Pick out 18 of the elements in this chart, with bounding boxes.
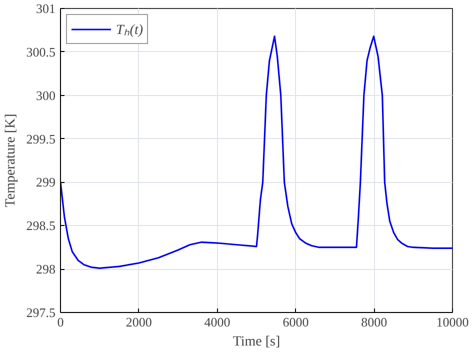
y-axis-title: Temperature [K] [3,114,18,208]
line-series [60,35,452,270]
y-tick-label: 300 [36,88,56,103]
y-tick-label: 298.5 [26,218,56,234]
y-tick-label: 299.5 [26,131,56,146]
x-tick-label: 2000 [126,314,152,330]
legend-label: Tₕ(t) [116,22,143,39]
y-tick-label: 299 [36,174,56,190]
x-tick-label: 8000 [361,314,388,330]
y-tick-label: 297.5 [26,305,56,320]
x-tick-label: 0 [57,314,64,330]
y-tick-label: 300.5 [26,44,56,60]
x-tick-label: 6000 [282,314,309,330]
x-axis-title: Time [s] [232,334,280,350]
x-tick-label: 4000 [204,314,230,330]
y-tick-label: 298 [36,262,56,277]
x-tick-label: 10000 [436,314,469,330]
y-tick-label: 301 [36,1,56,16]
